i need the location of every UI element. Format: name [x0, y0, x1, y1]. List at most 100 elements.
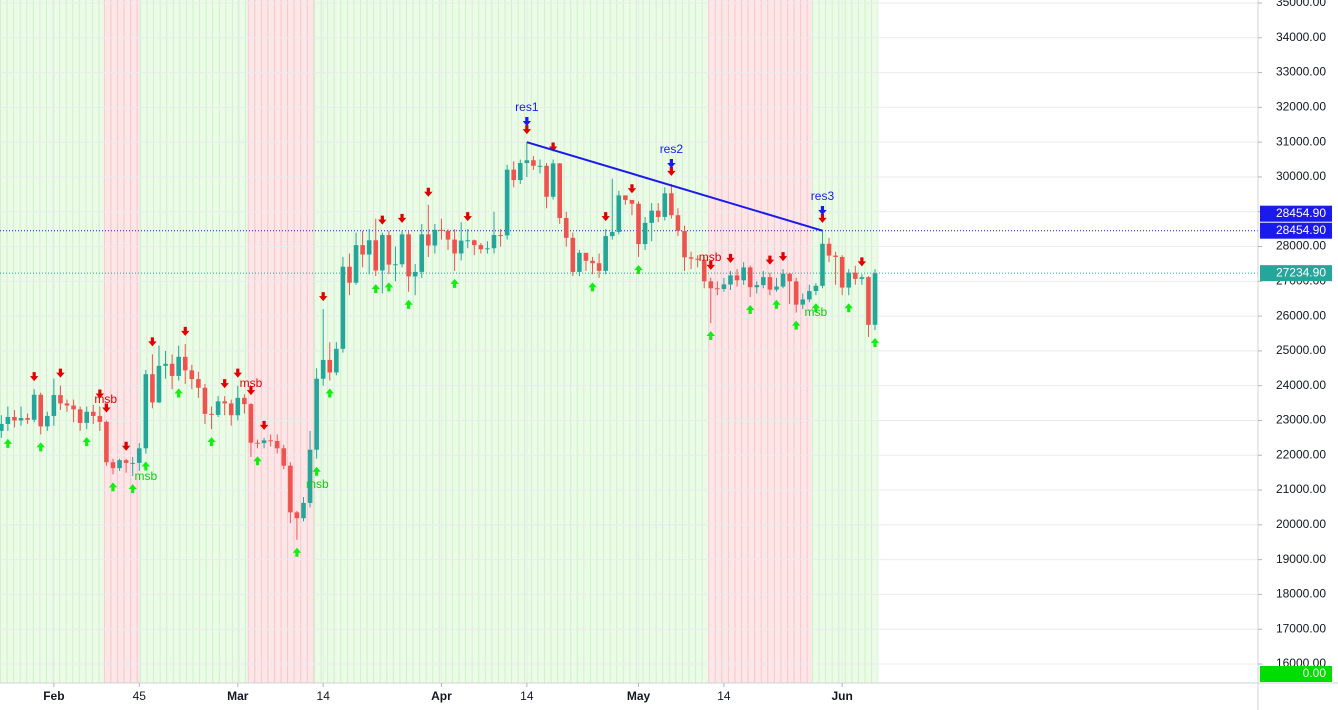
- candle-body: [189, 370, 195, 380]
- candle-body: [215, 401, 221, 415]
- candle-body: [504, 169, 510, 236]
- candle-body: [557, 163, 562, 218]
- candle-body: [675, 215, 681, 231]
- y-tick-label: 30000.00: [1276, 169, 1326, 183]
- candle-body: [590, 260, 595, 264]
- candle-body: [274, 440, 280, 449]
- candle-body: [31, 394, 37, 420]
- sell-arrow: [233, 368, 243, 378]
- candle-body: [393, 264, 398, 266]
- candle-body: [780, 273, 786, 287]
- candle-body: [90, 411, 96, 416]
- candle-body: [209, 413, 214, 415]
- candle-body: [544, 165, 549, 197]
- sell-arrow: [246, 386, 256, 396]
- candle-body: [412, 271, 418, 277]
- annotation-arrow: [667, 158, 676, 168]
- candle-body: [596, 263, 602, 271]
- zone: [0, 0, 104, 683]
- candle-body: [419, 234, 425, 272]
- candle-body: [715, 288, 720, 290]
- candle-body: [616, 195, 622, 232]
- sell-arrow: [319, 292, 328, 302]
- candle-body: [334, 348, 339, 373]
- annotation: res1: [515, 100, 539, 114]
- y-tick-label: 20000.00: [1276, 517, 1326, 531]
- sell-arrow: [667, 166, 676, 176]
- candle-body: [511, 169, 517, 181]
- candle-body: [623, 195, 628, 200]
- sell-arrow: [601, 212, 610, 222]
- candle-body: [268, 440, 273, 442]
- candle-body: [839, 256, 845, 288]
- sell-arrow: [522, 125, 532, 135]
- price-tag: [1260, 265, 1332, 282]
- candle-body: [800, 299, 806, 305]
- buy-arrow: [371, 284, 380, 294]
- buy-arrow: [36, 442, 45, 452]
- x-tick-label: Apr: [431, 689, 452, 703]
- x-tick-label: 14: [717, 689, 731, 703]
- price-tag-label: 28454.90: [1276, 206, 1326, 220]
- sell-arrow: [765, 255, 775, 265]
- candle-body: [872, 273, 878, 325]
- sell-arrow: [95, 389, 105, 399]
- candle-body: [399, 234, 405, 265]
- buy-arrow: [634, 264, 643, 274]
- sell-arrow: [397, 213, 407, 223]
- y-tick-label: 26000.00: [1276, 308, 1326, 322]
- y-tick-label: 23000.00: [1276, 413, 1326, 427]
- candle-body: [12, 416, 17, 421]
- candle-body: [524, 160, 530, 164]
- candle-body: [347, 266, 352, 283]
- price-tag-label: 0.00: [1303, 666, 1327, 680]
- candle-body: [820, 243, 825, 286]
- buy-arrow: [82, 437, 91, 447]
- candle-body: [452, 239, 457, 254]
- y-tick-label: 31000.00: [1276, 134, 1326, 148]
- candle-body: [169, 363, 175, 376]
- candle-body: [517, 163, 523, 181]
- candle-body: [853, 272, 858, 279]
- x-tick-label: Feb: [43, 689, 64, 703]
- buy-arrow: [844, 303, 853, 313]
- annotation-arrow: [522, 116, 532, 126]
- buy-arrow: [450, 278, 459, 288]
- plot: msb msb msb msb msb msb res1 res2 res3: [0, 100, 1258, 557]
- annotation: msb: [699, 250, 722, 264]
- candle-body: [669, 193, 674, 216]
- candle-body: [439, 229, 444, 231]
- sell-arrow: [424, 187, 433, 197]
- candle-body: [182, 356, 188, 371]
- candle-body: [71, 405, 76, 410]
- candle-body: [366, 240, 372, 255]
- sell-arrow: [548, 142, 558, 152]
- buy-arrow: [325, 388, 334, 398]
- candle-body: [386, 235, 392, 265]
- zone: [811, 0, 879, 683]
- candle-body: [636, 203, 641, 245]
- candle-body: [708, 281, 714, 289]
- candle-body: [327, 359, 333, 373]
- candle-body: [465, 240, 471, 242]
- candle-body: [242, 397, 247, 405]
- candle-body: [747, 267, 753, 288]
- price-tag: [1260, 222, 1332, 239]
- buy-arrow: [588, 282, 597, 292]
- buy-arrow: [3, 438, 13, 448]
- candle-body: [84, 411, 90, 423]
- buy-arrow: [128, 484, 137, 494]
- candle-body: [261, 440, 267, 444]
- buy-arrow: [870, 338, 880, 348]
- buy-arrow: [746, 304, 755, 314]
- candle-body: [307, 449, 313, 503]
- candle-body: [833, 255, 838, 257]
- candle-body: [360, 245, 365, 255]
- sell-arrow: [181, 326, 190, 336]
- zone: [103, 0, 140, 683]
- candle-body: [228, 403, 234, 416]
- x-tick-label: 14: [317, 689, 331, 703]
- sell-arrow: [818, 213, 827, 223]
- candle-body: [609, 231, 615, 237]
- candle-body: [570, 237, 576, 272]
